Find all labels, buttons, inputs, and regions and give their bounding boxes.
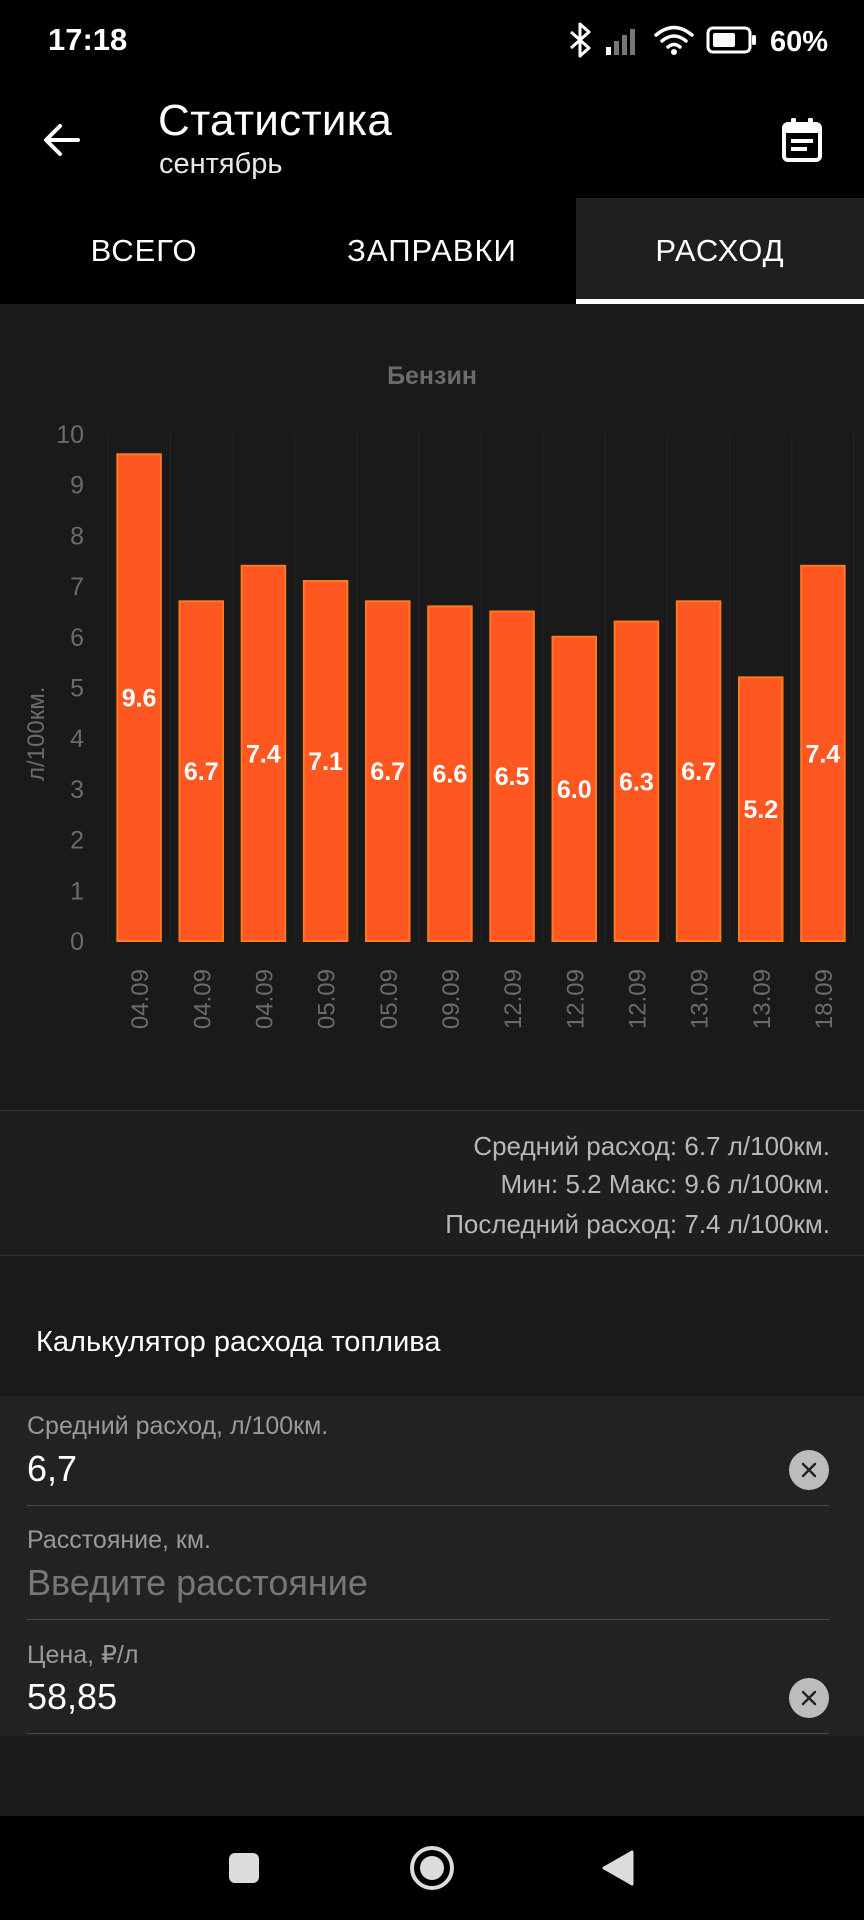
average-consumption-input[interactable] xyxy=(27,1448,727,1490)
back-triangle-icon xyxy=(602,1850,634,1886)
arrow-left-icon xyxy=(44,124,80,156)
chart-data-label: 6.6 xyxy=(433,761,468,789)
tab-total[interactable]: ВСЕГО xyxy=(90,233,198,268)
chart-data-label: 7.4 xyxy=(246,740,281,768)
chart-y-tick-label: 6 xyxy=(70,624,84,652)
battery-icon xyxy=(706,26,758,59)
status-bar: 17:18 xyxy=(0,0,864,86)
chart-y-tick-label: 2 xyxy=(70,827,84,855)
average-consumption-label: Средний расход, л/100км. xyxy=(27,1412,329,1440)
battery-percent: 60% xyxy=(769,25,828,58)
chart-bar xyxy=(302,580,349,942)
chart-data-label: 6.7 xyxy=(370,758,405,786)
chart-x-tick-label: 12.09 xyxy=(562,969,589,1029)
chart-bar xyxy=(613,620,660,942)
chart-y-tick-label: 10 xyxy=(56,421,84,449)
chart-data-label: 6.3 xyxy=(619,768,654,796)
chart-bar xyxy=(551,635,598,942)
wifi-icon xyxy=(654,24,694,61)
price-input[interactable] xyxy=(27,1676,727,1718)
signal-icon xyxy=(605,25,642,60)
chart-y-tick-label: 7 xyxy=(70,573,84,601)
chart-data-label: 9.6 xyxy=(122,685,157,713)
chart-x-tick-label: 18.09 xyxy=(811,969,838,1029)
chart-y-tick-label: 4 xyxy=(70,725,84,753)
chart-x-tick-label: 05.09 xyxy=(314,969,341,1029)
tab-consumption[interactable]: РАСХОД xyxy=(576,198,864,304)
chart-data-label: 5.2 xyxy=(743,796,778,824)
consumption-summary: Средний расход: 6.7 л/100км. Мин: 5.2 Ма… xyxy=(0,1110,864,1256)
chart-x-tick-label: 04.09 xyxy=(251,969,278,1029)
price-field: Цена, ₽/л xyxy=(27,1624,829,1734)
chart-y-tick-label: 0 xyxy=(70,928,84,956)
chart-bar xyxy=(675,600,722,942)
calendar-icon xyxy=(782,118,822,162)
recents-square-icon xyxy=(229,1853,259,1883)
chart-y-tick-label: 5 xyxy=(70,675,84,703)
chart-data-label: 6.7 xyxy=(184,758,219,786)
chart-y-tick-label: 8 xyxy=(70,522,84,550)
tab-refuels[interactable]: ЗАПРАВКИ xyxy=(347,233,517,268)
chart-data-label: 7.4 xyxy=(806,740,841,768)
app-bar: Статистика сентябрь xyxy=(0,86,864,198)
average-consumption-field: Средний расход, л/100км. xyxy=(27,1396,829,1506)
chart-x-tick-label: 04.09 xyxy=(127,969,154,1029)
price-label: Цена, ₽/л xyxy=(27,1641,139,1669)
chart-x-tick-label: 04.09 xyxy=(189,969,216,1029)
system-nav-bar xyxy=(0,1816,864,1920)
home-button[interactable] xyxy=(400,1836,464,1900)
calculator-card: Средний расход, л/100км. Расстояние, км.… xyxy=(0,1396,864,1736)
bluetooth-icon xyxy=(568,22,594,63)
home-circle-icon xyxy=(410,1846,454,1890)
chart-bar xyxy=(427,605,473,942)
chart-x-tick-label: 13.09 xyxy=(749,969,776,1029)
distance-label: Расстояние, км. xyxy=(27,1526,211,1554)
chart-x-tick-label: 05.09 xyxy=(376,969,403,1029)
chart-x-tick-label: 12.09 xyxy=(500,969,527,1029)
distance-input[interactable] xyxy=(27,1562,727,1604)
close-icon xyxy=(801,1690,817,1706)
chart-bar xyxy=(116,453,162,942)
clear-price-button[interactable] xyxy=(789,1678,829,1718)
chart-bar xyxy=(364,600,411,942)
tab-bar: ВСЕГО ЗАПРАВКИ РАСХОД xyxy=(0,198,864,304)
recents-button[interactable] xyxy=(212,1836,276,1900)
chart-bar xyxy=(737,676,784,942)
chart-bar xyxy=(800,564,846,942)
scroll-content-below xyxy=(0,1736,864,1816)
chart-y-tick-label: 9 xyxy=(70,472,84,500)
chart-data-label: 6.7 xyxy=(681,758,716,786)
chart-x-tick-label: 09.09 xyxy=(438,969,465,1029)
summary-last: Последний расход: 7.4 л/100км. xyxy=(445,1209,830,1239)
back-button[interactable] xyxy=(30,108,94,172)
chart-data-label: 7.1 xyxy=(308,748,343,776)
status-time: 17:18 xyxy=(48,22,128,57)
chart-bar xyxy=(240,564,287,942)
clear-average-button[interactable] xyxy=(789,1450,829,1490)
calendar-button[interactable] xyxy=(770,108,834,172)
chart-title: Бензин xyxy=(387,362,477,390)
page-subtitle: сентябрь xyxy=(159,148,283,180)
chart-bar xyxy=(178,600,225,942)
status-icons: 60% xyxy=(568,20,828,64)
chart-area: Бензин л/100км. 0 1 2 3 4 5 6 7 8 9 10 9.6 04.09 6.7 0… xyxy=(0,304,864,1110)
system-back-button[interactable] xyxy=(586,1836,650,1900)
chart-data-label: 6.0 xyxy=(557,776,592,804)
chart-y-tick-label: 3 xyxy=(70,776,84,804)
calculator-title: Калькулятор расхода топлива xyxy=(36,1326,441,1358)
close-icon xyxy=(801,1462,817,1478)
chart-data-label: 6.5 xyxy=(495,763,530,791)
distance-field: Расстояние, км. xyxy=(27,1510,829,1620)
summary-min-max: Мин: 5.2 Макс: 9.6 л/100км. xyxy=(500,1169,831,1199)
page-title: Статистика xyxy=(158,96,393,145)
summary-average: Средний расход: 6.7 л/100км. xyxy=(473,1131,830,1161)
chart-x-tick-label: 13.09 xyxy=(687,969,714,1029)
chart-bar xyxy=(489,610,535,942)
chart-y-tick-label: 1 xyxy=(70,877,84,905)
chart-svg: 0 1 2 3 4 5 6 7 8 9 10 9.6 04.09 6.7 04.09 7.4 04.09 7.1 0… xyxy=(56,421,855,1029)
chart-x-tick-label: 12.09 xyxy=(624,969,651,1029)
